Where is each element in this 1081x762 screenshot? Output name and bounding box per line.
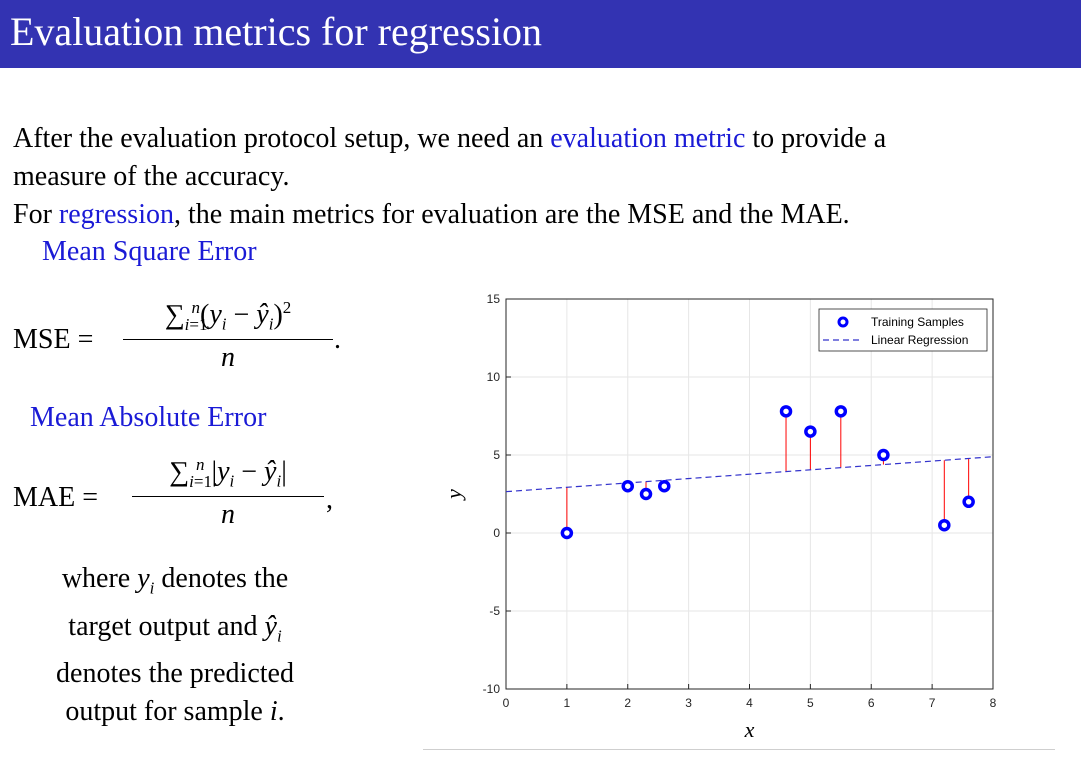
paragraph-1-line-2: measure of the accuracy. [13, 161, 290, 192]
y-tick-label: -5 [489, 604, 500, 618]
data-point [639, 487, 653, 501]
mse-period: . [334, 324, 341, 355]
mae-heading: Mean Absolute Error [30, 402, 267, 433]
x-tick-label: 8 [990, 696, 997, 710]
x-tick-label: 0 [503, 696, 510, 710]
regression-plot-svg: 0 1 2 3 4 5 6 7 8 -10 -5 0 5 10 15 x y Training Samples Li… [441, 292, 997, 742]
paragraph-2: For regression, the main metrics for eva… [13, 199, 850, 231]
note-line-3: denotes the predicted [56, 658, 294, 690]
x-tick-label: 7 [929, 696, 936, 710]
mae-lhs: MAE = [13, 482, 99, 513]
para2-text-a: For [13, 199, 59, 230]
note-line-2: target output and [68, 610, 258, 642]
mae-fraction: ∑i=1n |yi − ŷi| n [132, 455, 324, 531]
slide-title: Evaluation metrics for regression [10, 9, 543, 54]
data-point [962, 495, 975, 509]
title-bar: Evaluation metrics for regression [0, 0, 1081, 68]
data-point [804, 425, 817, 438]
note-line-1-b: denotes the [161, 563, 289, 594]
data-point [621, 479, 634, 493]
x-tick-label: 4 [746, 696, 753, 710]
mse-lhs: MSE = [13, 324, 94, 355]
data-point [938, 518, 951, 532]
data-point [658, 479, 671, 493]
x-tick-label: 5 [807, 696, 814, 710]
para1-text-a: After the evaluation protocol setup, we … [13, 123, 551, 154]
legend-box [818, 308, 988, 352]
mse-heading: Mean Square Error [42, 236, 257, 267]
x-tick-label: 2 [624, 696, 631, 710]
mae-comma: , [326, 484, 333, 515]
y-tick-label: 15 [487, 292, 501, 306]
y-tick-label: 0 [493, 526, 500, 540]
mse-fraction: ∑i=1n(yi − ŷi)2 n [123, 298, 333, 374]
y-axis-label: y [441, 489, 466, 501]
regression-link[interactable]: regression [58, 199, 174, 230]
evaluation-metric-link[interactable]: evaluation metric [550, 123, 746, 154]
mae-numerator: ∑i=1n |yi − ŷi| [169, 455, 287, 491]
data-point [560, 526, 574, 540]
regression-line [505, 456, 994, 493]
mse-denominator: n [221, 341, 235, 373]
data-point [877, 448, 890, 462]
x-tick-label: 6 [868, 696, 875, 710]
note-line-4: output for sample [65, 696, 263, 728]
para1-text-b: to provide a [745, 123, 887, 154]
x-tick-label: 1 [564, 696, 571, 710]
mae-denominator: n [221, 498, 235, 530]
mse-numerator: ∑i=1n(yi − ŷi)2 [164, 298, 292, 334]
data-point [779, 405, 793, 418]
para2-text-b: , the main metrics for evaluation are th… [173, 199, 850, 230]
y-tick-label: -10 [483, 682, 501, 696]
plot-underline [423, 749, 1055, 750]
legend-marker-training [837, 316, 849, 328]
x-axis-label: x [744, 717, 755, 742]
legend-label-training: Training Samples [871, 315, 964, 329]
y-tick-label: 10 [487, 370, 501, 384]
x-tick-label: 3 [685, 696, 692, 710]
legend-label-regression: Linear Regression [871, 333, 968, 347]
regression-plot: 0 1 2 3 4 5 6 7 8 -10 -5 0 5 10 15 x y Training Samples Li… [423, 262, 1055, 750]
paragraph-1-line-1: After the evaluation protocol setup, we … [13, 123, 886, 155]
note-line-1-a: where [61, 563, 131, 594]
y-tick-label: 5 [493, 448, 500, 462]
definition-note: where yi denotes the target output and ŷ… [56, 563, 294, 728]
data-point [834, 405, 848, 418]
